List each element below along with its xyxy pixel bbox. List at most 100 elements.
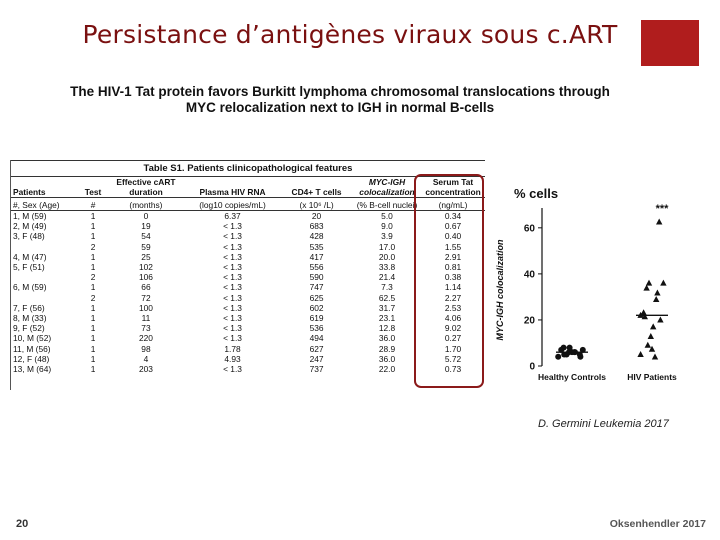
table-cell: < 1.3	[223, 363, 242, 374]
table-cell: 0.73	[444, 363, 462, 374]
data-point	[561, 351, 568, 358]
table-cell: 9.0	[381, 221, 393, 232]
table-cell: 21.4	[378, 272, 396, 283]
table-cell: 247	[309, 353, 324, 364]
table-cell: < 1.3	[223, 323, 242, 334]
table-header-row: Patients Test Effective cART duration Pl…	[11, 177, 485, 198]
table-cell: 536	[309, 323, 324, 334]
table-row: 9, F (52) 1 73 < 1.3 536 12.8 9.02	[11, 323, 485, 333]
table-cell: 5, F (51)	[13, 262, 45, 273]
table-cell: 62.5	[378, 292, 396, 303]
table-cell: 20.0	[378, 251, 396, 262]
table-cell: 535	[309, 241, 324, 252]
table-cell: 36.0	[378, 353, 396, 364]
data-point	[654, 289, 661, 296]
table-cell: 0.27	[444, 333, 462, 344]
table-cell: 683	[309, 221, 324, 232]
table-row: 10, M (52) 1 220 < 1.3 494 36.0 0.27	[11, 333, 485, 343]
data-point	[644, 341, 651, 348]
slide-number: 20	[16, 518, 29, 530]
table-cell: 4.93	[224, 353, 241, 364]
table-cell: 66	[141, 282, 151, 293]
table-cell: 417	[309, 251, 324, 262]
table-cell: < 1.3	[223, 302, 242, 313]
table-row: 1, M (59) 1 0 6.37 20 5.0 0.34	[11, 211, 485, 222]
table-cell: 20	[311, 211, 322, 222]
table-cell: 54	[141, 231, 151, 242]
table-cell: 1	[90, 262, 96, 273]
table-row: 2 106 < 1.3 590 21.4 0.38	[11, 272, 485, 282]
table-cell: 0.81	[444, 262, 462, 273]
data-point	[555, 353, 562, 360]
y-tick-label: 20	[524, 315, 536, 326]
table-cell: 2.91	[444, 251, 462, 262]
data-point	[640, 309, 647, 316]
table-cell: < 1.3	[223, 231, 242, 242]
table-cell: 590	[309, 272, 324, 283]
table-cell: 625	[309, 292, 324, 303]
data-point	[656, 218, 663, 225]
table-row: 5, F (51) 1 102 < 1.3 556 33.8 0.81	[11, 262, 485, 272]
table-body: 1, M (59) 1 0 6.37 20 5.0 0.34 2, M (49) 1 19 < 1.…	[11, 211, 485, 375]
table-cell: 4.06	[444, 312, 462, 323]
table-cell: 1.70	[444, 343, 462, 354]
data-point	[660, 279, 667, 286]
table-cell: 23.1	[378, 312, 396, 323]
table-cell: 19	[141, 221, 151, 232]
data-point	[566, 344, 573, 351]
table-cell	[11, 272, 79, 282]
data-point	[648, 345, 656, 352]
table-row: 13, M (64) 1 203 < 1.3 737 22.0 0.73	[11, 364, 485, 374]
table-cell: 1	[90, 221, 96, 232]
table-row: 2, M (49) 1 19 < 1.3 683 9.0 0.67	[11, 221, 485, 231]
table-cell: 1	[90, 363, 96, 374]
table-row: 4, M (47) 1 25 < 1.3 417 20.0 2.91	[11, 252, 485, 262]
table-cell: 1	[90, 231, 96, 242]
table-cell: 3.9	[381, 231, 393, 242]
header-myc-igh: MYC-IGH colocalization	[353, 177, 421, 198]
header-serum-tat: Serum Tat concentration	[421, 177, 485, 198]
table-cell: 602	[309, 302, 324, 313]
table-cell: 4, M (47)	[13, 251, 47, 262]
table-cell: < 1.3	[223, 251, 242, 262]
table-row: 12, F (48) 1 4 4.93 247 36.0 5.72	[11, 354, 485, 364]
serum-tat-highlight	[414, 174, 484, 388]
data-point	[643, 284, 650, 291]
table-row: 7, F (56) 1 100 < 1.3 602 31.7 2.53	[11, 303, 485, 313]
table-cell: 2	[90, 272, 96, 283]
table-cell: 106	[138, 272, 153, 283]
header-patients: Patients	[11, 177, 80, 198]
patients-table: Table S1. Patients clinicopathological f…	[10, 160, 485, 390]
x-category-label: HIV Patients	[627, 372, 677, 382]
table-cell: 6.37	[224, 211, 241, 222]
table-cell: 1	[90, 302, 96, 313]
table-cell: 11	[141, 312, 151, 323]
table-cell: 33.8	[378, 262, 396, 273]
paper-title-line1: The HIV-1 Tat protein favors Burkitt lym…	[70, 84, 610, 99]
footer-author: Oksenhendler 2017	[609, 518, 706, 530]
table-cell: 494	[309, 333, 324, 344]
table-cell: 2.27	[444, 292, 462, 303]
y-axis-label: MYC-IGH colocalization	[495, 239, 505, 341]
table-cell: < 1.3	[223, 292, 242, 303]
table-cell: 9.02	[444, 323, 462, 334]
table-cell: 1	[90, 343, 96, 354]
unit-cd4: (x 10⁶ /L)	[280, 197, 353, 211]
table-cell: 12.8	[378, 323, 396, 334]
unit-plasma-rna: (log10 copies/mL)	[184, 197, 281, 211]
data-point	[647, 333, 654, 340]
table-units-row: #, Sex (Age) # (months) (log10 copies/mL…	[11, 197, 485, 211]
paper-title: The HIV-1 Tat protein favors Burkitt lym…	[20, 84, 660, 116]
table-cell: 0.34	[444, 211, 462, 222]
table-cell: 5.0	[381, 211, 393, 222]
table-cell: 0	[143, 211, 149, 222]
table-cell: < 1.3	[223, 282, 242, 293]
table-cell: 4	[143, 353, 149, 364]
table-cell: 2, M (49)	[13, 221, 47, 232]
data-point	[657, 316, 664, 323]
table-cell: < 1.3	[223, 333, 242, 344]
table-cell: 2	[90, 241, 96, 252]
table-cell: 556	[309, 262, 324, 273]
table-cell: 203	[138, 363, 153, 374]
slide-title: Persistance d’antigènes viraux sous c.AR…	[82, 20, 618, 49]
